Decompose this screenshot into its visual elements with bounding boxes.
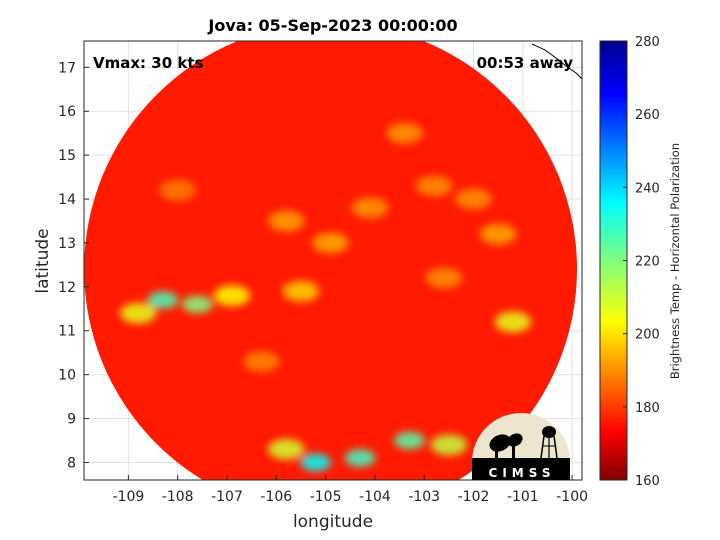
x-tick-label: -103 <box>408 489 440 505</box>
colorbar-tick-label: 240 <box>635 181 660 196</box>
colorbar-tick-label: 160 <box>635 474 660 489</box>
x-tick-label: -105 <box>310 489 342 505</box>
feature-blob <box>351 197 389 219</box>
y-tick-label: 17 <box>58 60 76 76</box>
y-axis-ticks: 8 9 10 11 12 13 14 15 16 17 <box>58 60 89 471</box>
colorbar-ticks: 160 180 200 220 240 260 280 <box>623 35 660 489</box>
chart-title: Jova: 05-Sep-2023 00:00:00 <box>207 16 457 35</box>
feature-blob <box>282 280 320 302</box>
feature-blob <box>213 285 251 307</box>
feature-blob <box>479 223 517 245</box>
logo-text: CIMSS <box>489 466 556 480</box>
x-tick-label: -100 <box>556 489 588 505</box>
y-tick-label: 9 <box>67 412 76 428</box>
time-away-annotation: 00:53 away <box>477 54 574 72</box>
feature-blob <box>386 122 423 144</box>
colorbar-tick-label: 180 <box>635 401 660 416</box>
y-tick-label: 13 <box>58 236 76 252</box>
y-tick-label: 10 <box>58 368 76 384</box>
feature-blob <box>394 431 425 450</box>
feature-blob <box>267 210 305 232</box>
x-tick-label: -101 <box>507 489 539 505</box>
coastline <box>531 43 583 80</box>
y-tick-label: 14 <box>58 192 76 208</box>
colorbar-tick-label: 220 <box>635 255 660 270</box>
brightness-features <box>120 122 532 472</box>
feature-blob <box>147 291 179 309</box>
feature-blob <box>120 302 157 324</box>
x-axis-label: longitude <box>293 512 373 532</box>
x-axis-ticks: -109 -108 -107 -106 -105 -104 -103 -102 -101 -100 <box>112 475 588 505</box>
x-tick-label: -109 <box>112 489 144 505</box>
colorbar <box>599 40 628 481</box>
feature-blob <box>494 311 532 333</box>
colorbar-label: Brightness Temp - Horizontal Polarizatio… <box>668 143 682 379</box>
x-tick-label: -102 <box>458 489 490 505</box>
swath-layer <box>84 41 578 480</box>
x-tick-label: -108 <box>162 489 194 505</box>
x-tick-label: -104 <box>359 489 391 505</box>
y-tick-label: 12 <box>58 280 76 296</box>
colorbar-tick-label: 200 <box>635 328 660 343</box>
feature-blob <box>243 351 280 372</box>
y-axis-label: latitude <box>33 228 53 293</box>
cimss-logo: CIMSS <box>472 413 570 480</box>
logo-band <box>472 458 570 480</box>
colorbar-tick-label: 260 <box>635 108 660 123</box>
feature-blob <box>312 232 349 254</box>
feature-blob <box>425 267 463 289</box>
colorbar-tick-label: 280 <box>635 35 660 50</box>
feature-blob <box>455 188 492 210</box>
feature-blob <box>182 295 213 314</box>
y-tick-label: 11 <box>58 324 76 340</box>
y-tick-label: 15 <box>58 148 76 164</box>
feature-blob <box>415 175 453 197</box>
swath-disk <box>84 41 578 480</box>
y-tick-label: 16 <box>58 104 76 120</box>
feature-blob <box>159 179 196 201</box>
dish-right <box>507 433 523 447</box>
dish-left <box>489 434 511 452</box>
water-tower <box>542 426 556 438</box>
feature-blob <box>344 449 376 467</box>
feature-blob <box>300 453 332 472</box>
feature-blob <box>267 438 305 460</box>
plot-frame <box>83 40 583 481</box>
x-tick-label: -106 <box>260 489 292 505</box>
vmax-annotation: Vmax: 30 kts <box>93 54 203 72</box>
feature-blob <box>430 434 468 456</box>
y-tick-label: 8 <box>67 455 76 471</box>
x-tick-label: -107 <box>211 489 243 505</box>
